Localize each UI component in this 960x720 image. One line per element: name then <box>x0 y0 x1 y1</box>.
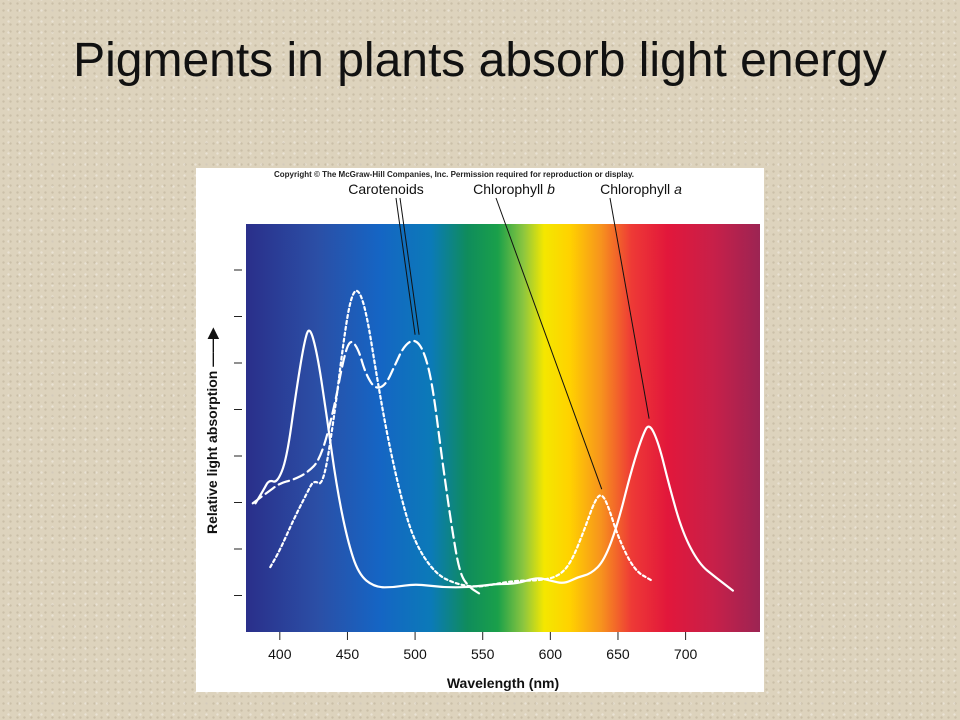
x-tick-label: 650 <box>606 646 630 662</box>
x-axis-ticks: 400 450 500 550 600 650 700 <box>268 632 697 662</box>
figure-panel: Copyright © The McGraw-Hill Companies, I… <box>196 168 764 692</box>
y-axis-title: Relative light absorption ——▶ <box>204 327 220 534</box>
leader-line <box>399 197 420 335</box>
series-labels: Carotenoids Chlorophyll b Chlorophyll a <box>348 181 682 197</box>
series-layer <box>251 289 734 596</box>
leader-line <box>395 197 416 335</box>
series-label: Carotenoids <box>348 181 424 197</box>
x-tick-label: 600 <box>539 646 563 662</box>
absorption-spectrum-chart: Copyright © The McGraw-Hill Companies, I… <box>204 170 760 691</box>
x-tick-label: 450 <box>336 646 360 662</box>
leader-line <box>495 197 603 490</box>
series-label: Chlorophyll a <box>600 181 682 197</box>
y-axis-title-text: Relative light absorption ——▶ <box>204 327 220 534</box>
series-line-chlorophyll-b <box>269 289 653 588</box>
y-axis-ticks <box>234 269 242 596</box>
x-tick-label: 400 <box>268 646 292 662</box>
slide-title: Pigments in plants absorb light energy <box>73 34 887 87</box>
series-label: Chlorophyll b <box>473 181 555 197</box>
leader-line <box>609 197 650 419</box>
x-axis-title: Wavelength (nm) <box>447 675 559 691</box>
x-tick-label: 550 <box>471 646 495 662</box>
x-tick-label: 700 <box>674 646 698 662</box>
series-line-carotenoids <box>251 339 482 596</box>
leader-lines <box>395 197 650 490</box>
x-tick-label: 500 <box>403 646 427 662</box>
series-line-chlorophyll-a <box>254 329 734 592</box>
spectrum-background <box>246 224 760 632</box>
copyright-notice: Copyright © The McGraw-Hill Companies, I… <box>274 170 634 179</box>
